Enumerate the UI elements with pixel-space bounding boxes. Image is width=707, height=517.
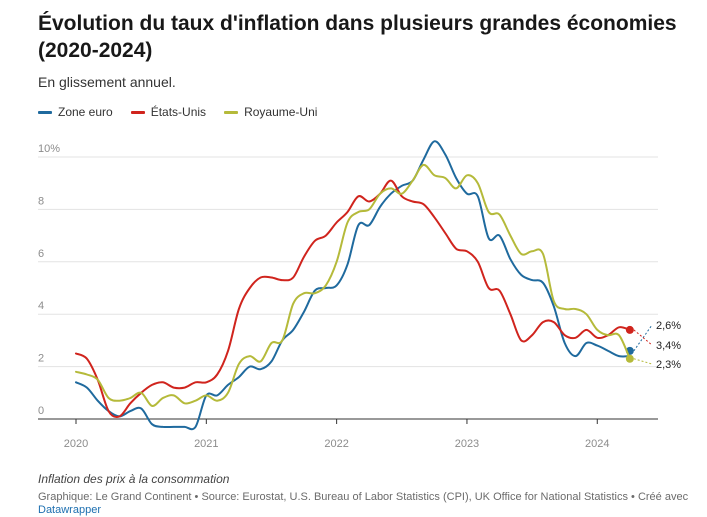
legend-swatch-royaume-uni (224, 110, 239, 114)
y-tick-label: 4 (38, 300, 44, 312)
y-tick-label: 6 (38, 248, 44, 260)
y-tick-label: 0 (38, 405, 44, 417)
end-label-etats-unis: 3,4% (656, 340, 681, 352)
x-tick-label: 2023 (455, 438, 479, 450)
source-text: Graphique: Le Grand Continent • Source: … (38, 491, 689, 503)
end-label-royaume-uni: 2,3% (656, 359, 681, 371)
x-tick-label: 2024 (585, 438, 609, 450)
end-label-zone-euro: 2,6% (656, 320, 681, 332)
footer-source: Graphique: Le Grand Continent • Source: … (38, 491, 698, 517)
x-tick-label: 2022 (324, 438, 348, 450)
legend-item-zone-euro: Zone euro (38, 105, 113, 119)
series-line-royaume-uni (75, 163, 631, 407)
legend-item-etats-unis: États-Unis (130, 105, 207, 119)
end-label-connector-royaume-uni (633, 358, 653, 365)
chart-legend: Zone euro États-Unis Royaume-Uni (38, 105, 317, 119)
series-end-point-etats-unis (625, 325, 634, 334)
datawrapper-link[interactable]: Datawrapper (38, 504, 101, 516)
legend-label-royaume-uni: Royaume-Uni (244, 105, 318, 119)
series-line-etats-unis (75, 179, 631, 418)
x-tick-label: 2021 (194, 438, 218, 450)
y-tick-label: 8 (38, 195, 44, 207)
legend-item-royaume-uni: Royaume-Uni (224, 105, 317, 119)
end-label-connector-zone-euro (633, 324, 653, 352)
line-chart: 0 2 4 6 8 10% 2020 2021 2022 2023 2024 2,6% 3,4% 2,3% (38, 140, 681, 450)
legend-label-zone-euro: Zone euro (58, 105, 113, 119)
series-end-point-royaume-uni (625, 354, 634, 363)
y-tick-label: 2 (38, 353, 44, 365)
footer-note: Inflation des prix à la consommation (38, 472, 230, 486)
chart-subtitle: En glissement annuel. (38, 74, 176, 90)
series-line-zone-euro (75, 140, 631, 431)
x-tick-label: 2020 (64, 438, 88, 450)
legend-swatch-etats-unis (130, 110, 145, 114)
chart-title: Évolution du taux d'inflation dans plusi… (38, 12, 677, 62)
y-tick-label: 10% (38, 143, 60, 155)
legend-swatch-zone-euro (38, 110, 52, 114)
legend-label-etats-unis: États-Unis (150, 105, 207, 119)
